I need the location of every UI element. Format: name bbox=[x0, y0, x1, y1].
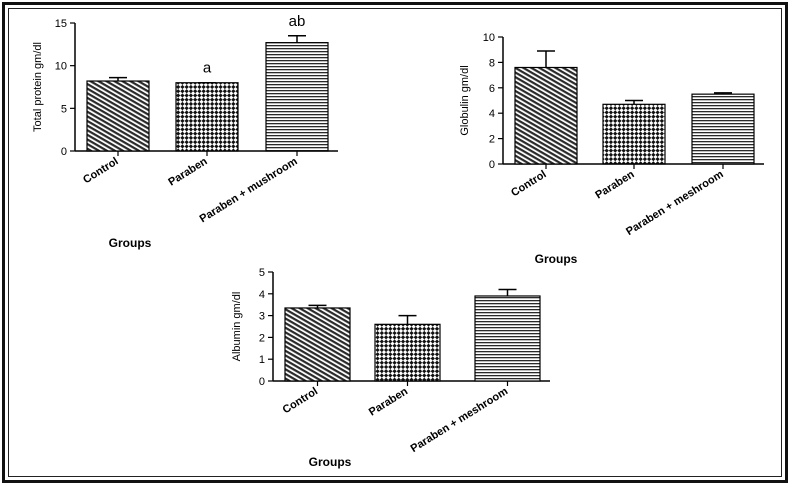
bar bbox=[691, 93, 755, 165]
x-tick-label: Control bbox=[81, 155, 121, 186]
significance-label: ab bbox=[289, 13, 306, 30]
x-tick-label: Control bbox=[281, 385, 321, 416]
y-tick-label: 10 bbox=[55, 61, 67, 73]
x-tick-label: Paraben + meshroom bbox=[624, 168, 726, 238]
y-tick-label: 0 bbox=[259, 376, 265, 388]
x-tick-label: Paraben bbox=[593, 168, 636, 201]
y-axis-label: Total protein gm/dl bbox=[32, 42, 44, 132]
y-axis-label: Albumin gm/dl bbox=[231, 292, 243, 362]
bar bbox=[602, 103, 666, 165]
bar bbox=[86, 80, 150, 152]
y-tick-label: 2 bbox=[259, 332, 265, 344]
x-tick-label: Paraben + meshroom bbox=[409, 385, 511, 455]
x-tick-label: Paraben + mushroom bbox=[198, 155, 300, 225]
y-tick-label: 1 bbox=[259, 354, 265, 366]
chart-albumin: 0 1 2 3 4 5 Albumin gm/dl Control ParabenParaben… bbox=[231, 267, 550, 469]
bar bbox=[265, 42, 329, 152]
significance-label: a bbox=[203, 60, 212, 77]
y-tick-label: 4 bbox=[489, 108, 495, 120]
bar bbox=[175, 82, 239, 152]
bar bbox=[374, 323, 441, 382]
chart-globulin: 0 2 4 6 8 10 Globulin gm/dl Control ParabenParab… bbox=[459, 32, 764, 266]
y-tick-label: 15 bbox=[55, 18, 67, 30]
y-tick-label: 2 bbox=[489, 134, 495, 146]
figure-inner-border bbox=[8, 8, 782, 477]
y-tick-label: 5 bbox=[259, 267, 265, 279]
y-tick-label: 0 bbox=[61, 146, 67, 158]
bar bbox=[284, 307, 351, 382]
y-tick-label: 5 bbox=[61, 103, 67, 115]
x-tick-label: Control bbox=[509, 168, 549, 199]
y-tick-label: 10 bbox=[483, 32, 495, 44]
y-axis-label: Globulin gm/dl bbox=[459, 65, 471, 135]
y-tick-label: 6 bbox=[489, 83, 495, 95]
bar bbox=[514, 66, 578, 165]
y-tick-label: 0 bbox=[489, 159, 495, 171]
chart-total-protein: 0 5 10 15 Total protein gm/dl Control a Paraben… bbox=[32, 13, 338, 250]
x-axis-label: Groups bbox=[109, 236, 152, 250]
x-tick-label: Paraben bbox=[166, 155, 209, 188]
x-axis-label: Groups bbox=[535, 252, 578, 266]
x-tick-label: Paraben bbox=[367, 385, 410, 418]
y-tick-label: 4 bbox=[259, 289, 265, 301]
y-tick-label: 8 bbox=[489, 57, 495, 69]
y-tick-label: 3 bbox=[259, 311, 265, 323]
bar bbox=[474, 295, 541, 382]
x-axis-label: Groups bbox=[309, 455, 352, 469]
